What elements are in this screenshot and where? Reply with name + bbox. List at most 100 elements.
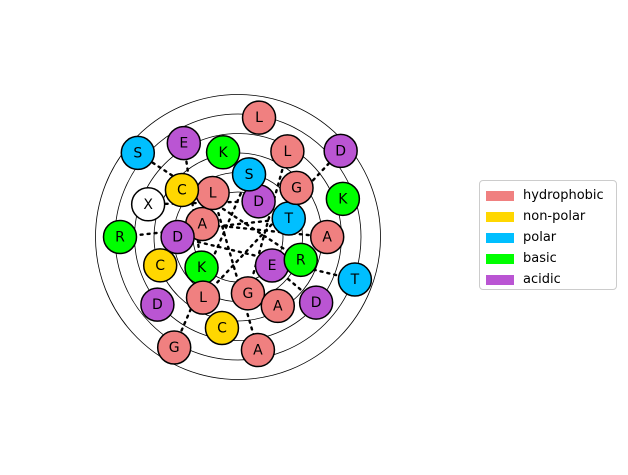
residue-node-hydrophobic: L <box>185 280 221 315</box>
residue-node-hydrophobic: G <box>279 170 314 206</box>
residue-letter: C <box>177 182 187 198</box>
legend-item-acidic: acidic <box>486 269 610 290</box>
residue-node-acidic: D <box>298 285 334 320</box>
residue-letter: C <box>155 258 165 274</box>
residue-circle <box>120 135 156 171</box>
residue-letter: K <box>218 145 228 161</box>
residue-letter: G <box>169 340 180 356</box>
residue-node-hydrophobic: A <box>309 219 345 255</box>
residue-letter: A <box>322 230 332 246</box>
residue-circle <box>102 219 138 255</box>
residue-letter: S <box>245 167 254 183</box>
residue-circle <box>298 285 334 320</box>
legend: hydrophobic non-polar polar basic acidic <box>479 180 617 290</box>
residue-circle <box>260 288 296 324</box>
dotted-link <box>172 173 251 349</box>
residue-circle <box>140 287 175 322</box>
residue-letter: L <box>255 110 263 126</box>
residue-letter: D <box>253 194 264 210</box>
residue-circle <box>164 172 200 208</box>
residue-letter: R <box>115 230 125 246</box>
residue-node-polar: T <box>271 201 306 236</box>
residue-node-acidic: D <box>160 219 195 255</box>
residue-letter: L <box>199 290 207 306</box>
residue-node-non-polar: C <box>204 310 240 346</box>
residue-letter: G <box>291 180 302 196</box>
residue-circle <box>241 100 277 135</box>
residue-node-acidic: E <box>254 248 290 283</box>
residue-letter: X <box>143 197 153 213</box>
residue-letter: L <box>283 144 291 160</box>
legend-label: acidic <box>523 272 561 287</box>
residue-letter: A <box>198 217 208 233</box>
legend-swatch <box>486 253 514 264</box>
residue-node-non-polar: C <box>164 172 200 208</box>
legend-swatch <box>486 274 514 285</box>
legend-label: basic <box>523 251 557 266</box>
residue-circle <box>325 181 361 217</box>
residue-circle <box>323 133 358 169</box>
residue-node-hydrophobic: L <box>195 175 230 211</box>
residue-node-hydrophobic: A <box>240 332 276 368</box>
residue-node-none: X <box>130 187 166 222</box>
residue-circle <box>337 262 373 297</box>
residue-circle <box>130 187 166 222</box>
residue-node-polar: T <box>337 262 373 297</box>
residue-node-hydrophobic: L <box>270 134 305 169</box>
legend-swatch <box>486 211 514 222</box>
residue-letter: A <box>253 343 263 359</box>
residue-circle <box>279 170 314 206</box>
residue-letter: T <box>350 272 360 288</box>
residue-circle <box>230 276 266 311</box>
residue-node-hydrophobic: A <box>260 288 296 324</box>
dotted-link <box>211 191 260 352</box>
residue-letter: G <box>243 286 254 302</box>
residue-letter: T <box>283 211 293 227</box>
residue-letter: D <box>335 143 346 159</box>
residue-letter: C <box>217 320 227 336</box>
dotted-link <box>201 149 342 299</box>
residue-node-hydrophobic: L <box>241 100 277 135</box>
ring <box>95 94 381 380</box>
dotted-link <box>182 141 203 269</box>
residue-node-non-polar: C <box>142 248 178 283</box>
legend-label: non-polar <box>523 209 586 224</box>
residue-circle <box>309 219 345 255</box>
residue-circle <box>142 248 178 283</box>
residue-node-basic: K <box>205 135 241 170</box>
residue-letter: E <box>179 136 188 152</box>
residue-node-acidic: D <box>140 287 175 322</box>
legend-item-hydrophobic: hydrophobic <box>486 185 610 206</box>
residue-letter: E <box>268 258 277 274</box>
residue-node-acidic: D <box>323 133 358 169</box>
legend-item-non-polar: non-polar <box>486 206 610 227</box>
residue-letter: D <box>172 230 183 246</box>
residue-circle <box>185 280 221 315</box>
residue-letter: D <box>311 295 322 311</box>
legend-swatch <box>486 190 514 201</box>
residue-node-basic: R <box>102 219 138 255</box>
legend-label: hydrophobic <box>523 188 604 203</box>
residue-circle <box>270 134 305 169</box>
residue-letter: L <box>209 186 217 202</box>
legend-item-polar: polar <box>486 227 610 248</box>
residue-letter: S <box>133 145 142 161</box>
residue-circle <box>204 310 240 346</box>
residue-letter: R <box>296 252 306 268</box>
residue-node-basic: K <box>184 250 219 285</box>
residue-letter: D <box>152 297 163 313</box>
residue-node-polar: S <box>120 135 156 171</box>
residue-circle <box>160 219 195 255</box>
legend-label: polar <box>523 230 557 245</box>
residue-node-hydrophobic: G <box>156 330 192 365</box>
residue-node-basic: R <box>283 242 319 278</box>
residue-circle <box>240 332 276 368</box>
legend-swatch <box>486 232 514 243</box>
residue-circle <box>156 330 192 365</box>
residue-node-hydrophobic: G <box>230 276 266 311</box>
residue-letter: K <box>338 191 348 207</box>
residue-letter: A <box>273 298 283 314</box>
residue-circle <box>283 242 319 278</box>
